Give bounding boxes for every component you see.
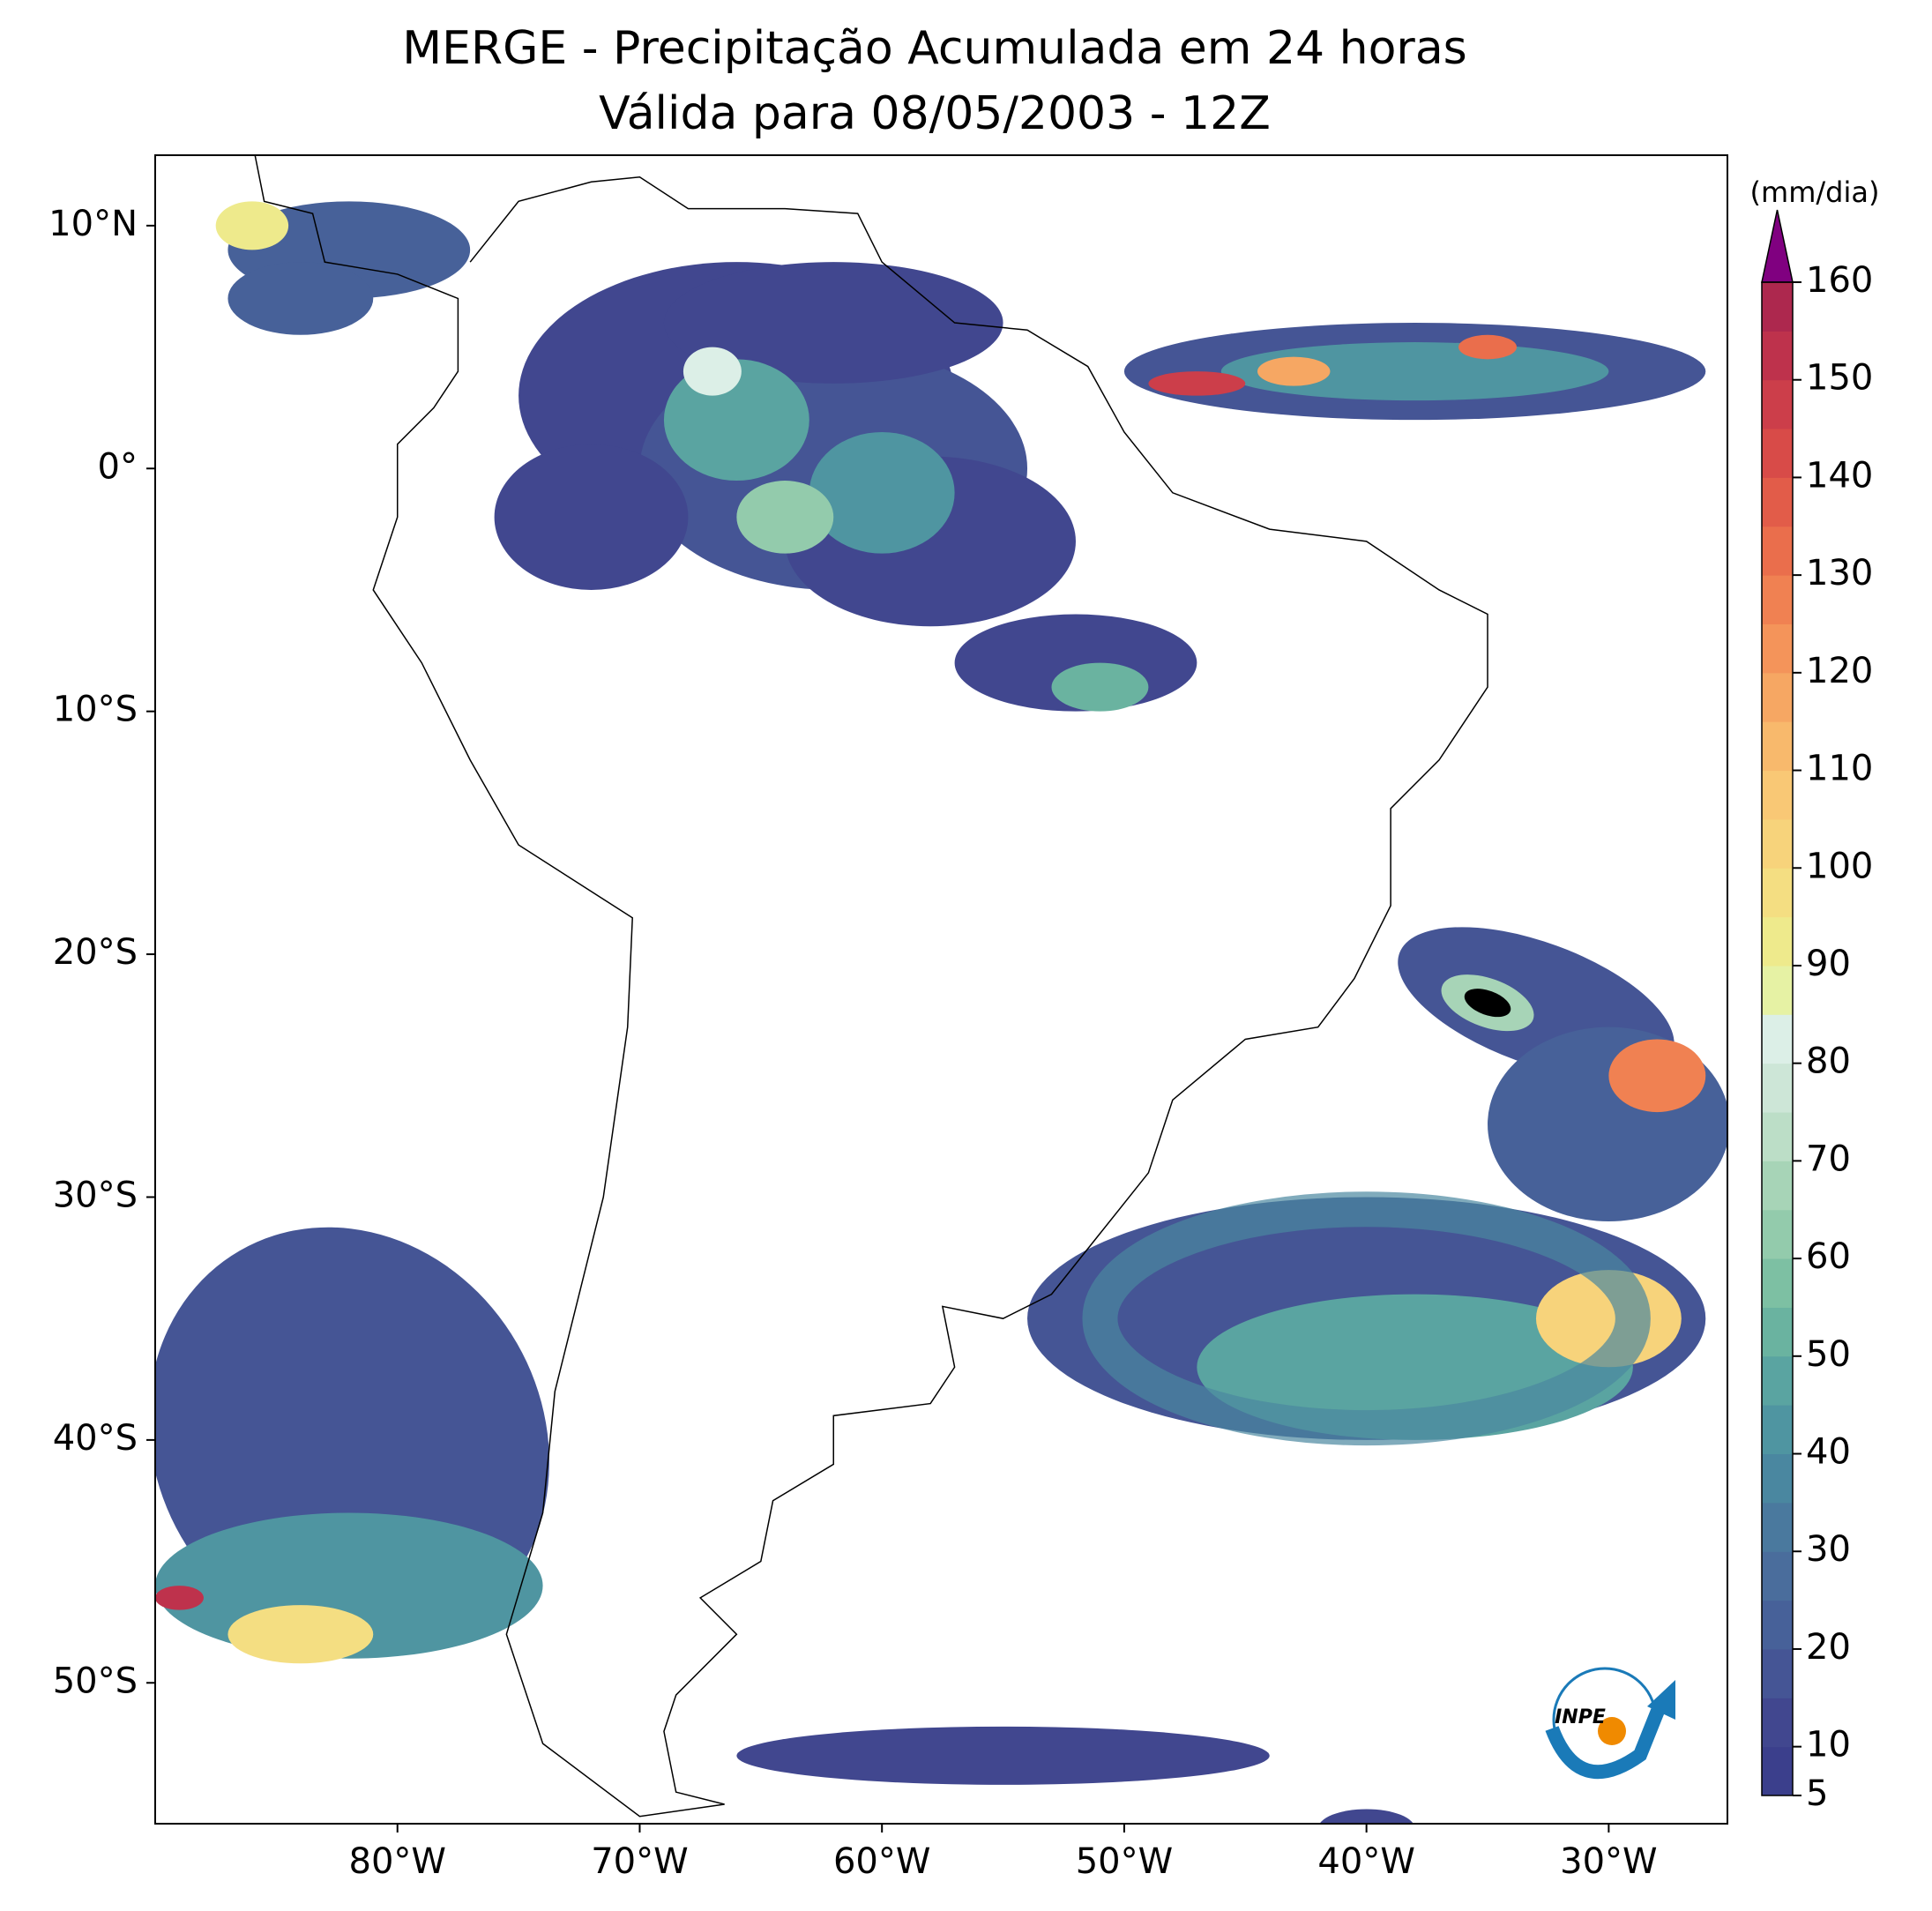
coastline: [254, 155, 1488, 1818]
colorbar-tick-label: 40: [1806, 1432, 1851, 1473]
colorbar-band: [1762, 770, 1793, 820]
colorbar-band: [1762, 575, 1793, 624]
colorbar-band: [1762, 623, 1793, 674]
colorbar-band: [1762, 1453, 1793, 1504]
x-tick-label: 30°W: [1560, 1841, 1657, 1882]
colorbar-band: [1762, 429, 1793, 478]
colorbar-band: [1762, 1405, 1793, 1455]
colorbar-tick-label: 60: [1806, 1236, 1851, 1277]
colorbar-tick-label: 70: [1806, 1138, 1851, 1179]
rain-area: [1220, 342, 1609, 401]
colorbar-band: [1762, 477, 1793, 527]
colorbar-band: [1762, 1209, 1793, 1259]
rain-area: [1608, 1039, 1706, 1113]
x-tick-label: 60°W: [833, 1841, 930, 1882]
colorbar-band: [1762, 1161, 1793, 1211]
y-tick-label: 10°S: [53, 690, 138, 730]
y-tick-label: 0°: [98, 446, 138, 487]
y-tick-label: 40°S: [53, 1418, 138, 1459]
colorbar-tick-label: 50: [1806, 1334, 1851, 1375]
colorbar-band: [1762, 1648, 1793, 1698]
colorbar-tick-label: 150: [1806, 358, 1873, 399]
colorbar-tick-label: 100: [1806, 846, 1873, 886]
rain-area: [1148, 371, 1246, 396]
colorbar-band: [1762, 916, 1793, 967]
logo: INPE: [1545, 1667, 1675, 1780]
rain-area: [228, 1605, 374, 1664]
colorbar-band: [1762, 672, 1793, 722]
colorbar-unit: (mm/dia): [1750, 175, 1880, 209]
colorbar-tick-label: 90: [1806, 944, 1851, 984]
colorbar-band: [1762, 1502, 1793, 1552]
colorbar-tick-label: 130: [1806, 553, 1873, 593]
x-tick-label: 50°W: [1076, 1841, 1173, 1882]
colorbar-tick-label: 160: [1806, 260, 1873, 301]
colorbar-band: [1762, 1258, 1793, 1308]
colorbar-band: [1762, 1355, 1793, 1406]
y-tick-label: 50°S: [53, 1661, 138, 1701]
logo-arrow: [1545, 1708, 1665, 1780]
rain-area: [494, 444, 689, 590]
colorbar-tick-label: 120: [1806, 651, 1873, 691]
colorbar-band: [1762, 1063, 1793, 1113]
logo-dot: [1598, 1717, 1626, 1745]
rain-area: [1257, 356, 1331, 386]
colorbar-extend: [1761, 209, 1794, 283]
rain-area: [228, 262, 374, 335]
colorbar-frame: [1761, 281, 1794, 1796]
x-tick-label: 70°W: [591, 1841, 688, 1882]
colorbar-band: [1762, 1698, 1793, 1748]
rain-area: [1464, 989, 1511, 1018]
title-line: MERGE - Precipitação Acumulada em 24 hor…: [402, 22, 1467, 75]
colorbar-band: [1762, 818, 1793, 869]
logo-text: INPE: [1555, 1706, 1606, 1728]
colorbar-tick-label: 5: [1806, 1773, 1828, 1814]
map-frame: [154, 154, 1728, 1825]
x-tick-label: 80°W: [349, 1841, 446, 1882]
colorbar-band: [1762, 282, 1793, 332]
colorbar-tick-label: 10: [1806, 1725, 1851, 1765]
colorbar-tick-label: 140: [1806, 455, 1873, 496]
map-area: [155, 155, 1727, 1824]
y-tick-label: 30°S: [53, 1175, 138, 1215]
x-tick-label: 40°W: [1317, 1841, 1414, 1882]
rain-area: [215, 201, 289, 250]
colorbar-band: [1762, 1307, 1793, 1357]
colorbar-tick-label: 110: [1806, 749, 1873, 789]
rain-area: [683, 347, 742, 396]
y-tick-label: 10°N: [48, 204, 138, 244]
colorbar-band: [1762, 868, 1793, 918]
colorbar-band: [1762, 1600, 1793, 1650]
y-tick-label: 20°S: [53, 932, 138, 973]
colorbar-band: [1762, 1112, 1793, 1161]
colorbar-band: [1762, 526, 1793, 576]
colorbar-tick-label: 80: [1806, 1041, 1851, 1082]
colorbar-band: [1762, 721, 1793, 772]
rain-area: [736, 1726, 1270, 1785]
rain-area: [809, 431, 955, 554]
colorbar-band: [1762, 1014, 1793, 1064]
rain-area: [1051, 662, 1149, 712]
colorbar-band: [1762, 379, 1793, 429]
logo-arrowhead: [1647, 1680, 1675, 1720]
title-line: Válida para 08/05/2003 - 12Z: [599, 87, 1271, 140]
rain-area: [155, 1586, 204, 1610]
rain-area: [1458, 334, 1517, 360]
rain-area: [1319, 1809, 1414, 1824]
colorbar-tick-label: 20: [1806, 1627, 1851, 1668]
colorbar-tick-label: 30: [1806, 1529, 1851, 1570]
colorbar-band: [1762, 1746, 1793, 1796]
colorbar-band: [1762, 331, 1793, 381]
colorbar-band: [1762, 1551, 1793, 1601]
rain-area: [736, 481, 834, 554]
colorbar-band: [1762, 965, 1793, 1015]
rain-ring: [1082, 1191, 1651, 1446]
